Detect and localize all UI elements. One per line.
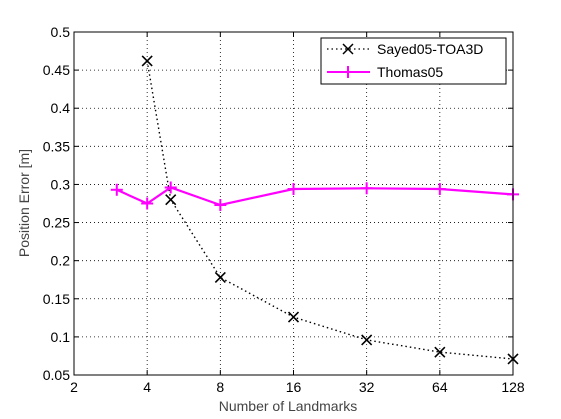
x-axis-label: Number of Landmarks [219, 398, 358, 414]
y-tick-label: 0.1 [51, 329, 71, 345]
x-tick-label: 4 [143, 379, 151, 395]
x-tick-label: 128 [501, 379, 525, 395]
data-point-marker [165, 194, 177, 206]
y-tick-label: 0.2 [51, 253, 71, 269]
data-point-marker [287, 311, 300, 323]
data-point-marker [434, 346, 446, 358]
legend-thomas-label: Thomas05 [377, 64, 443, 80]
x-marker-stroke [141, 55, 153, 67]
series-2-line [116, 186, 514, 207]
data-point-marker [287, 183, 300, 196]
x-marker-stroke [287, 311, 300, 323]
series-1 [141, 55, 519, 365]
x-marker-stroke [361, 334, 373, 346]
y-tick-label: 0.25 [43, 215, 70, 231]
y-axis-label: Position Error [m] [16, 149, 32, 257]
data-point-marker [214, 271, 226, 284]
y-tick-label: 0.4 [51, 100, 71, 116]
y-tick-label: 0.15 [43, 291, 70, 307]
data-point-marker [361, 334, 373, 346]
data-point-marker [214, 199, 227, 212]
x-tick-label: 32 [359, 379, 375, 395]
y-tick-label: 0.45 [43, 62, 70, 78]
x-tick-label: 16 [286, 379, 302, 395]
data-point-marker [433, 183, 446, 196]
y-tick-label: 0.3 [51, 176, 71, 192]
x-marker-stroke [165, 194, 177, 206]
series-layer [110, 55, 519, 365]
data-point-marker [141, 55, 153, 67]
y-tick-label: 0.05 [43, 367, 70, 383]
y-tick-label: 0.5 [51, 24, 71, 40]
legend-sayed-marker [342, 43, 354, 55]
series-2 [110, 181, 519, 212]
data-point-marker [360, 182, 373, 195]
data-point-marker [164, 181, 177, 194]
x-marker-stroke [434, 346, 446, 358]
ticks: 2 4 8 16 32 64 128 0.05 0.1 0.15 0.2 0.25 0.3 0.35 0.4… [43, 24, 525, 395]
legend-thomas-marker [342, 66, 354, 78]
legend: Sayed05-TOA3D Thomas05 [320, 37, 507, 85]
x-tick-label: 8 [216, 379, 224, 395]
data-point-marker [110, 183, 123, 196]
y-tick-label: 0.35 [43, 138, 70, 154]
data-point-marker [141, 197, 154, 210]
legend-sayed-label: Sayed05-TOA3D [377, 41, 483, 57]
x-tick-label: 2 [70, 379, 78, 395]
x-tick-label: 64 [432, 379, 448, 395]
x-marker-stroke [214, 271, 226, 284]
